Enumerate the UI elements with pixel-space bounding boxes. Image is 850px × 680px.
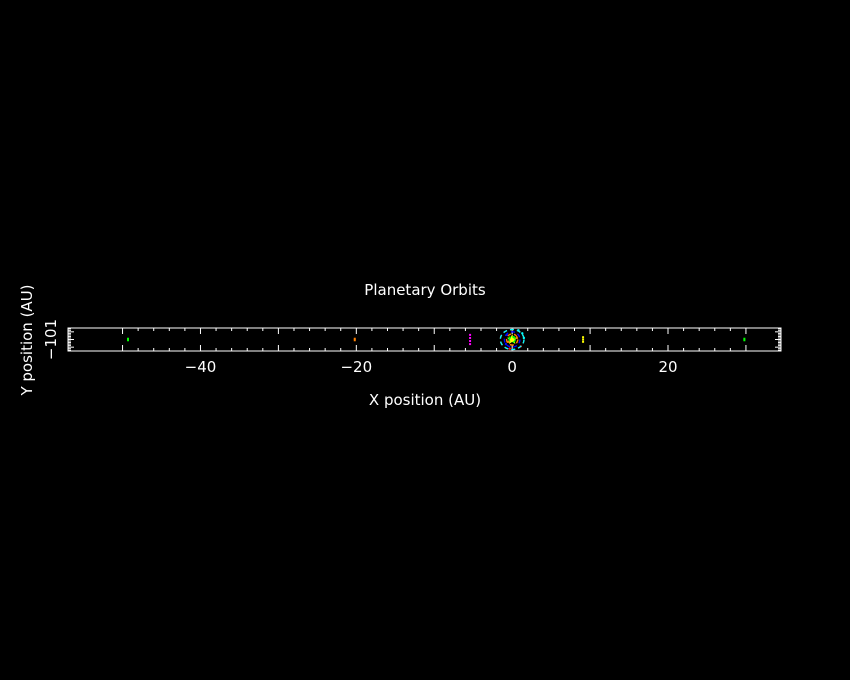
y-axis-ticks [68, 328, 781, 351]
orbit-point [127, 339, 130, 342]
x-tick-label: 20 [658, 358, 677, 376]
x-tick-label: −20 [340, 358, 372, 376]
orbit-point [469, 336, 472, 339]
orbit-point [582, 340, 585, 343]
x-axis-label: X position (AU) [369, 391, 481, 409]
orbit-point [507, 340, 510, 343]
orbit-trace [505, 333, 519, 346]
orbit-point [508, 347, 512, 350]
orbit-point [521, 332, 524, 335]
orbit-point [582, 336, 585, 339]
orbit-point [743, 339, 746, 342]
orbit-trace [499, 328, 525, 351]
sun-marker [506, 334, 518, 344]
orbit-point [469, 343, 472, 346]
orbit-trace [508, 335, 516, 344]
x-tick-labels: −40 −20 0 20 [185, 358, 678, 376]
orbit-trace [503, 331, 521, 348]
y-tick-label: −101 [42, 319, 60, 360]
x-tick-label: −40 [185, 358, 217, 376]
y-axis-label: Y position (AU) [18, 284, 36, 396]
plot-area [67, 327, 782, 352]
orbit-point [353, 339, 356, 342]
orbit-point [504, 342, 508, 346]
orbit-point [469, 333, 472, 336]
orbit-point [743, 337, 746, 340]
orbit-point [353, 337, 356, 340]
x-tick-label: 0 [507, 358, 517, 376]
chart-title: Planetary Orbits [364, 281, 486, 299]
y-tick-labels: −101 [42, 319, 60, 360]
orbit-point [469, 340, 472, 343]
data-marks [127, 328, 746, 351]
x-axis-ticks [122, 328, 747, 351]
orbit-point [582, 338, 585, 341]
orbit-point [127, 337, 130, 340]
